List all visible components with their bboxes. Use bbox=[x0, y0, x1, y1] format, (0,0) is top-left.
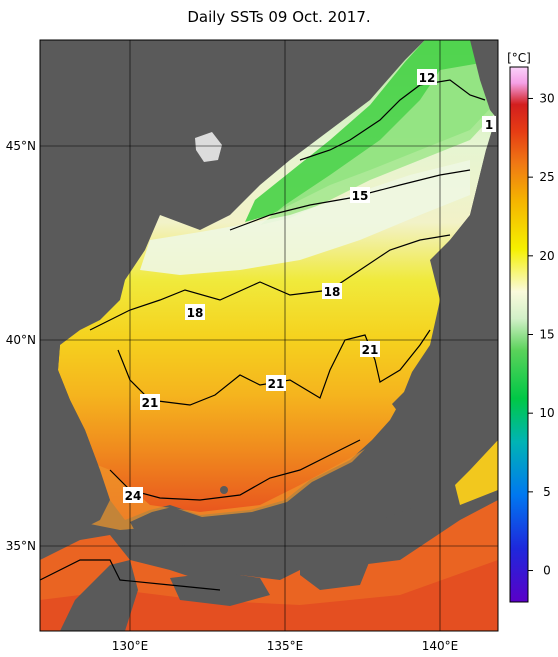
oki-island bbox=[220, 486, 228, 494]
contour-label-21b: 21 bbox=[266, 375, 286, 391]
svg-text:1: 1 bbox=[485, 118, 493, 132]
cool-water-zone bbox=[260, 60, 498, 225]
lat-tick-35: 35°N bbox=[6, 539, 36, 553]
lon-tick-labels: 130°E 135°E 140°E bbox=[112, 639, 459, 653]
colorbar-tick-label: 25 bbox=[539, 170, 554, 184]
svg-text:21: 21 bbox=[142, 396, 159, 410]
svg-text:12: 12 bbox=[419, 71, 436, 85]
svg-text:21: 21 bbox=[268, 377, 285, 391]
map-title: Daily SSTs 09 Oct. 2017. bbox=[187, 8, 371, 26]
colorbar-tick-label: 30 bbox=[539, 91, 554, 105]
svg-text:18: 18 bbox=[187, 306, 204, 320]
contour-label-21a: 21 bbox=[360, 341, 380, 357]
noto-peninsula bbox=[392, 392, 410, 412]
lat-tick-45: 45°N bbox=[6, 139, 36, 153]
contour-label-24: 24 bbox=[123, 487, 143, 503]
svg-text:15: 15 bbox=[352, 189, 369, 203]
contour-label-18a: 18 bbox=[185, 304, 205, 320]
kii-land bbox=[300, 550, 370, 590]
lon-tick-135: 135°E bbox=[267, 639, 304, 653]
contour-12 bbox=[299, 79, 486, 161]
lake-khanka bbox=[195, 132, 222, 162]
colorbar-tick-label: 15 bbox=[539, 328, 554, 342]
contour-27 bbox=[40, 559, 221, 591]
contour-21 bbox=[117, 329, 431, 406]
pacific-tohoku-waters bbox=[455, 440, 498, 505]
korea-land bbox=[40, 330, 110, 545]
lon-tick-140: 140°E bbox=[422, 639, 459, 653]
honshu-land bbox=[130, 120, 498, 548]
svg-text:18: 18 bbox=[324, 285, 341, 299]
shikoku-land bbox=[170, 572, 270, 606]
sado-island bbox=[452, 296, 466, 312]
colorbar-gradient bbox=[509, 66, 529, 603]
svg-text:21: 21 bbox=[362, 343, 379, 357]
contour-label-21c: 21 bbox=[140, 394, 160, 410]
svg-text:24: 24 bbox=[125, 489, 142, 503]
colorbar-ticks: 30 25 20 15 10 5 0 bbox=[528, 91, 555, 578]
colorbar-tick-label: 20 bbox=[539, 249, 554, 263]
colorbar-unit: [°C] bbox=[507, 51, 531, 65]
hokkaido-land bbox=[470, 40, 498, 120]
map-border bbox=[39, 39, 499, 632]
colorbar-tick-label: 10 bbox=[539, 406, 554, 420]
contour-label-group: 12 1 15 18 18 21 21 21 24 bbox=[123, 69, 496, 503]
lat-tick-40: 40°N bbox=[6, 333, 36, 347]
colorbar-tick-label: 5 bbox=[543, 485, 551, 499]
graticule bbox=[40, 40, 498, 631]
lat-tick-labels: 45°N 40°N 35°N bbox=[6, 139, 36, 553]
contour-label-1: 1 bbox=[482, 116, 496, 132]
colorbar: [°C] 30 25 20 15 10 5 0 bbox=[507, 51, 555, 603]
colorbar-tick-label: 0 bbox=[543, 564, 551, 578]
contour-label-12: 12 bbox=[417, 69, 437, 85]
contour-18 bbox=[89, 234, 451, 331]
lon-tick-130: 130°E bbox=[112, 639, 149, 653]
contour-label-18b: 18 bbox=[322, 283, 342, 299]
pacific-warm-core bbox=[40, 560, 498, 631]
contour-label-15: 15 bbox=[350, 187, 370, 203]
map-area bbox=[40, 40, 498, 631]
